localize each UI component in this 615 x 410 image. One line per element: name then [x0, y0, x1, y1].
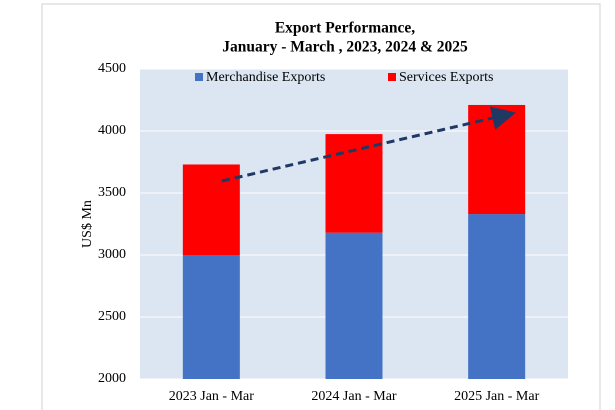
y-axis-label: US$ Mn: [80, 200, 95, 248]
marks: 2000 2500 3000 3500 4000 4500 2023 Jan - Mar 20…: [98, 61, 568, 404]
bar-segment: [182, 164, 240, 255]
x-tick-label: 2025 Jan - Mar: [454, 389, 539, 404]
y-tick-label: 3000: [98, 247, 126, 262]
legend-swatch: [388, 73, 396, 81]
legend-swatch: [195, 73, 203, 81]
y-tick-label: 4000: [98, 123, 126, 138]
chart-title: January - March , 2023, 2024 & 2025: [222, 39, 468, 56]
bar-segment: [182, 255, 240, 379]
trend-arrow: [221, 106, 516, 183]
y-tick-label: 3500: [98, 185, 126, 200]
bar-segment: [325, 232, 383, 379]
chart-border: [41, 3, 601, 410]
x-tick-label: 2023 Jan - Mar: [169, 389, 254, 404]
bar-segment: [468, 214, 526, 379]
legend-label: Merchandise Exports: [206, 70, 325, 85]
y-tick-label: 2000: [98, 371, 126, 386]
chart-title: Export Performance,: [275, 20, 415, 37]
y-tick-label: 2500: [98, 309, 126, 324]
y-tick-label: 4500: [98, 61, 126, 76]
x-tick-label: 2024 Jan - Mar: [311, 389, 396, 404]
legend-label: Services Exports: [399, 70, 493, 85]
